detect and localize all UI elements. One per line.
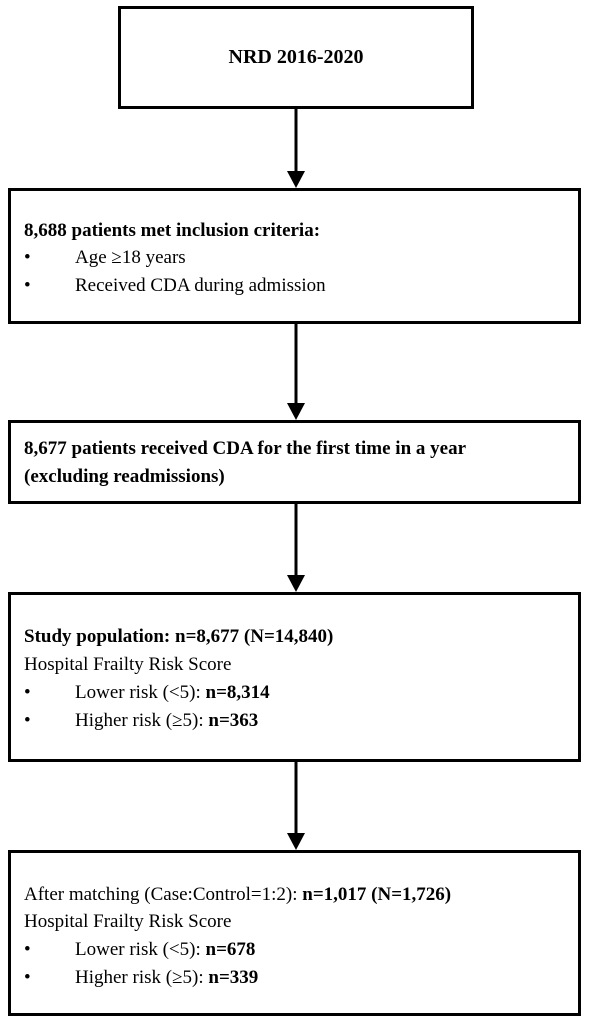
bullet-icon: • [24, 275, 31, 296]
risk-count: n=339 [208, 967, 259, 988]
matched-heading-value: n=1,017 (N=1,726) [302, 884, 452, 905]
matched-box: After matching (Case:Control=1:2): n=1,0… [8, 850, 581, 1016]
matched-subheading: Hospital Frailty Risk Score [24, 911, 232, 932]
first-time-box: 8,677 patients received CDA for the firs… [8, 420, 581, 504]
risk-label: Higher risk (≥5): [75, 710, 209, 731]
inclusion-bullet-text: Age ≥18 years [75, 247, 186, 268]
source-box: NRD 2016-2020 [118, 6, 474, 109]
risk-label: Lower risk (<5): [75, 682, 206, 703]
inclusion-box: 8,688 patients met inclusion criteria: •… [8, 188, 581, 324]
risk-count: n=678 [205, 939, 256, 960]
inclusion-heading: 8,688 patients met inclusion criteria: [24, 220, 321, 241]
study-population-box: Study population: n=8,677 (N=14,840) Hos… [8, 592, 581, 762]
bullet-icon: • [24, 939, 31, 960]
flow-arrow-3 [285, 504, 307, 592]
risk-label: Lower risk (<5): [75, 939, 206, 960]
first-time-line2: (excluding readmissions) [24, 466, 225, 487]
first-time-line1: 8,677 patients received CDA for the firs… [24, 438, 467, 459]
matched-heading: After matching (Case:Control=1:2): n=1,0… [24, 883, 451, 907]
source-title: NRD 2016-2020 [228, 46, 364, 68]
bullet-icon: • [24, 967, 31, 988]
flow-arrow-4 [285, 762, 307, 850]
risk-label: Higher risk (≥5): [75, 967, 209, 988]
bullet-icon: • [24, 710, 31, 731]
matched-heading-label: After matching (Case:Control=1:2): [24, 884, 303, 905]
risk-count: n=363 [208, 710, 259, 731]
risk-count: n=8,314 [205, 682, 270, 703]
bullet-icon: • [24, 247, 31, 268]
flow-arrow-1 [285, 109, 307, 188]
inclusion-bullet-text: Received CDA during admission [75, 275, 326, 296]
bullet-icon: • [24, 682, 31, 703]
study-population-subheading: Hospital Frailty Risk Score [24, 654, 232, 675]
flow-arrow-2 [285, 324, 307, 420]
study-population-heading: Study population: n=8,677 (N=14,840) [24, 626, 334, 647]
